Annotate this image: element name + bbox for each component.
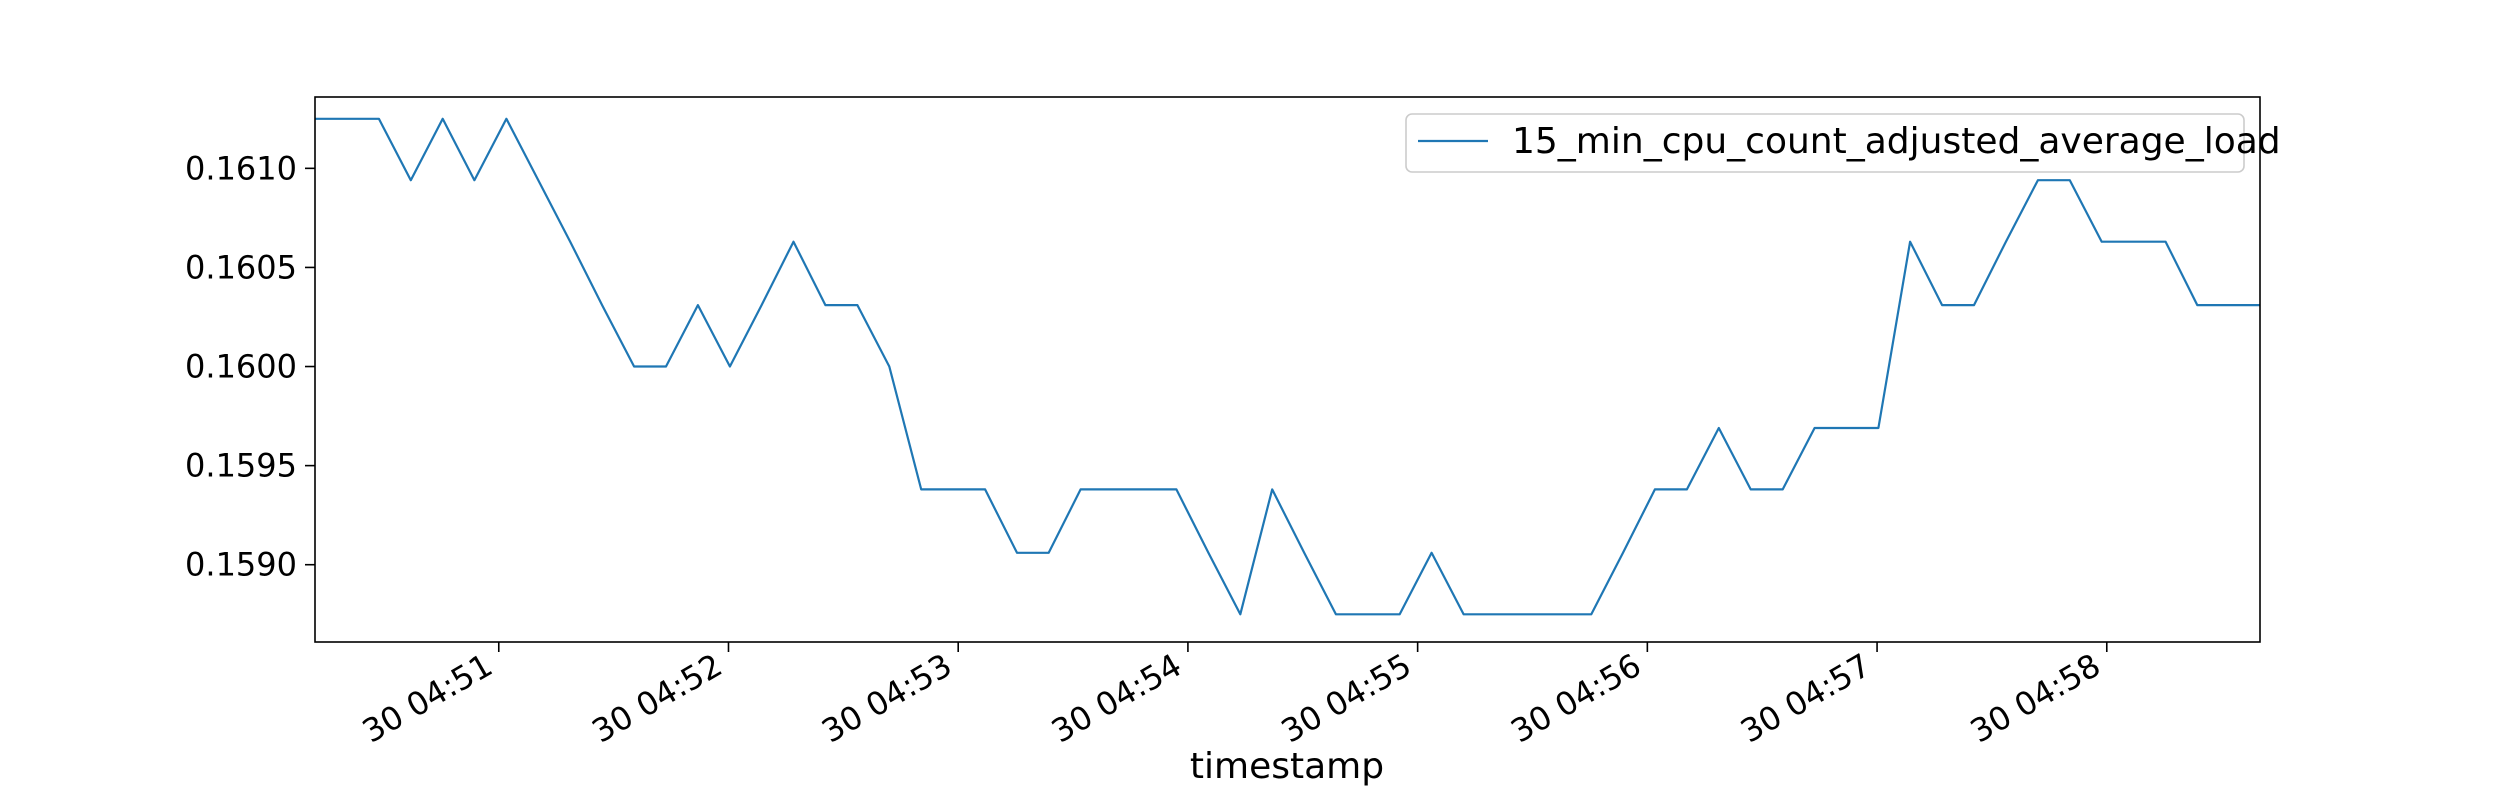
plot-area [315, 97, 2260, 642]
y-tick-label: 0.1605 [185, 248, 297, 286]
legend-box [1405, 113, 2245, 173]
y-tick-label: 0.1590 [185, 546, 297, 584]
y-axis: 0.1590 0.1595 0.1600 0.1605 0.1610 [185, 149, 315, 584]
x-axis-label: timestamp [1190, 746, 1384, 787]
y-tick-label: 0.1600 [185, 348, 297, 386]
plot-frame [314, 96, 2261, 643]
series-layer [315, 117, 2260, 616]
legend: 15_min_cpu_count_adjusted_average_load [1405, 113, 2281, 173]
y-tick-label: 0.1595 [185, 447, 297, 485]
y-tick-label: 0.1610 [185, 149, 297, 187]
legend-label: 15_min_cpu_count_adjusted_average_load [1512, 121, 2281, 162]
series-line-0 [315, 117, 2260, 616]
